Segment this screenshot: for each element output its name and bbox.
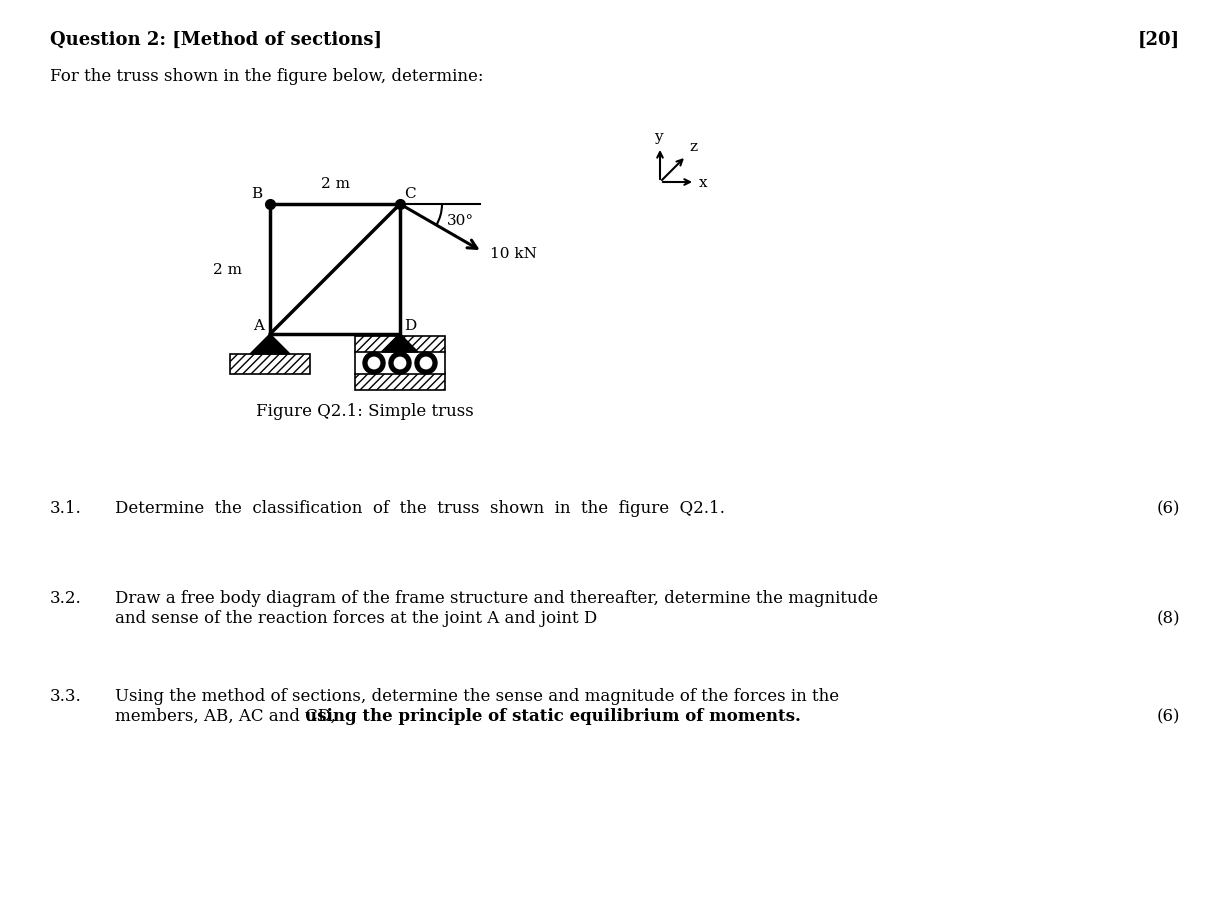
Text: 30°: 30° [447,214,474,227]
Circle shape [415,353,437,374]
Bar [355,374,445,391]
Text: [20]: [20] [1137,31,1180,49]
Text: and sense of the reaction forces at the joint A and joint D: and sense of the reaction forces at the … [115,610,598,626]
Text: 2 m: 2 m [213,262,242,277]
Text: B: B [250,187,263,201]
Text: 3.2.: 3.2. [50,589,82,606]
Circle shape [389,353,411,374]
Text: (6): (6) [1157,707,1180,724]
Bar [229,354,310,374]
Text: A: A [253,318,264,333]
Circle shape [363,353,385,374]
Text: (8): (8) [1156,610,1180,626]
Polygon shape [382,335,418,353]
Circle shape [421,358,432,369]
Text: 3.1.: 3.1. [50,500,82,517]
Text: 10 kN: 10 kN [491,247,537,262]
Text: 3.3.: 3.3. [50,687,82,704]
Text: Question 2: [Method of sections]: Question 2: [Method of sections] [50,31,382,49]
Text: z: z [690,140,697,154]
Text: (6): (6) [1157,500,1180,517]
Text: y: y [654,130,663,143]
Circle shape [394,358,406,369]
Text: members, AB, AC and CD,: members, AB, AC and CD, [115,707,341,724]
Text: using the principle of static equilibrium of moments.: using the principle of static equilibriu… [306,707,801,724]
Bar [355,336,445,353]
Text: Draw a free body diagram of the frame structure and thereafter, determine the ma: Draw a free body diagram of the frame st… [115,589,879,606]
Text: For the truss shown in the figure below, determine:: For the truss shown in the figure below,… [50,68,483,85]
Text: C: C [404,187,416,201]
Text: Using the method of sections, determine the sense and magnitude of the forces in: Using the method of sections, determine … [115,687,839,704]
Polygon shape [250,335,290,354]
Text: x: x [699,176,708,189]
Text: 2 m: 2 m [320,177,350,191]
Text: Determine  the  classification  of  the  truss  shown  in  the  figure  Q2.1.: Determine the classification of the trus… [115,500,725,517]
Text: Figure Q2.1: Simple truss: Figure Q2.1: Simple truss [256,402,474,419]
Text: D: D [404,318,416,333]
Circle shape [368,358,379,369]
